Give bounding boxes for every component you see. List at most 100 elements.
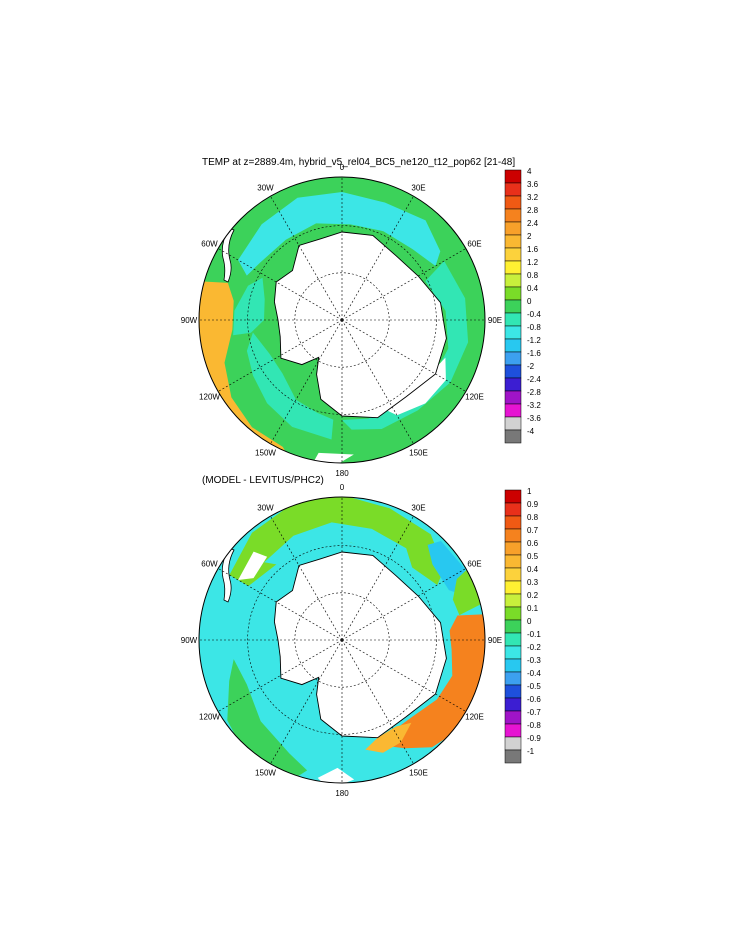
colorbar-label: 0.7 <box>527 526 539 535</box>
ocean-temp-green <box>199 177 485 463</box>
colorbar-label: -0.7 <box>527 708 541 717</box>
meridian-line <box>218 568 343 641</box>
colorbar-swatch <box>504 416 522 431</box>
ocean-temp-warm-pacific <box>199 281 291 461</box>
colorbar-label: 0 <box>527 617 532 626</box>
panel-1-map: 0 30E 60E 90E 120E 150E 180 150W 120W 90W 60W 30W 4 3… <box>181 163 542 478</box>
lon-label-30w: 30W <box>257 504 274 513</box>
map-border <box>198 496 486 784</box>
anomaly-positive-orange <box>380 614 485 749</box>
colorbar-swatch <box>504 606 522 621</box>
colorbar-swatch <box>504 325 522 340</box>
lon-label-150w: 150W <box>255 449 276 458</box>
colorbar-swatch <box>504 338 522 353</box>
meridian-line <box>270 196 343 321</box>
colorbar-swatch <box>504 351 522 366</box>
ocean-temp-cool-band <box>342 261 469 430</box>
meridian-line <box>341 319 466 392</box>
colorbar-swatch <box>504 593 522 608</box>
colorbar-label: 0.3 <box>527 578 539 587</box>
colorbar-swatch <box>504 403 522 418</box>
lon-label-60e: 60E <box>467 240 481 249</box>
lon-label-60e: 60E <box>467 560 481 569</box>
latitude-circle <box>247 545 437 735</box>
colorbar-label: -2.8 <box>527 388 541 397</box>
colorbar-swatch <box>504 247 522 262</box>
colorbar-swatch <box>504 554 522 569</box>
missing-data-white <box>317 767 355 783</box>
meridian-line <box>270 319 343 444</box>
anomaly-blue-indian <box>427 541 465 596</box>
meridian-line <box>218 248 343 321</box>
meridian-line <box>341 568 466 641</box>
meridian-line <box>270 516 343 641</box>
lon-label-120w: 120W <box>199 713 220 722</box>
colorbar-swatch <box>504 489 522 504</box>
colorbar-label: -0.2 <box>527 643 541 652</box>
colorbar-label: 4 <box>527 167 532 176</box>
colorbar-label: -0.6 <box>527 695 541 704</box>
anomaly-cyan-inner <box>264 522 413 570</box>
meridian-line <box>270 639 343 764</box>
colorbar-label: -0.3 <box>527 656 541 665</box>
colorbar-swatch <box>504 671 522 686</box>
colorbar-swatch <box>504 234 522 249</box>
colorbar-swatch <box>504 541 522 556</box>
colorbar-label: 3.6 <box>527 180 539 189</box>
colorbar-label: -1.6 <box>527 349 541 358</box>
colorbar-label: 2 <box>527 232 532 241</box>
colorbar-label: -0.9 <box>527 734 541 743</box>
colorbar-label: 0 <box>527 297 532 306</box>
colorbar-label: -1 <box>527 747 535 756</box>
south-america-coast <box>221 547 235 603</box>
missing-data-white <box>238 551 268 580</box>
latitude-circle <box>294 272 390 368</box>
lon-label-90w: 90W <box>181 316 198 325</box>
colorbar-swatch <box>504 299 522 314</box>
colorbar-swatch <box>504 429 522 444</box>
colorbar-label: -0.1 <box>527 630 541 639</box>
colorbar-swatch <box>504 502 522 517</box>
colorbar-swatch <box>504 221 522 236</box>
panel-2-map: 0 30E 60E 90E 120E 150E 180 150W 120W 90W 60W 30W 1 0… <box>181 483 542 798</box>
meridian-line <box>341 639 466 712</box>
colorbar-label: -1.2 <box>527 336 541 345</box>
meridian-line <box>341 516 414 641</box>
colorbar-label: 0.8 <box>527 513 539 522</box>
colorbar-swatch <box>504 567 522 582</box>
colorbar-label: 0.6 <box>527 539 539 548</box>
colorbar-swatch <box>504 377 522 392</box>
lon-label-120e: 120E <box>465 393 484 402</box>
colorbar-label: 1 <box>527 487 532 496</box>
lon-label-120w: 120W <box>199 393 220 402</box>
anomaly-green-east <box>452 565 485 616</box>
lon-label-30e: 30E <box>411 184 425 193</box>
colorbar-label: 0.8 <box>527 271 539 280</box>
anomaly-positive-yellow <box>365 722 412 753</box>
colorbar-swatch <box>504 710 522 725</box>
meridian-line <box>341 248 466 321</box>
colorbar-swatch <box>504 312 522 327</box>
lon-label-60w: 60W <box>201 560 218 569</box>
colorbar-label: 0.1 <box>527 604 539 613</box>
panel-1-title: TEMP at z=2889.4m, hybrid_v5_rel04_BC5_n… <box>202 157 516 168</box>
latitude-circle <box>294 592 390 688</box>
meridian-line <box>341 639 414 764</box>
colorbar-swatch <box>504 195 522 210</box>
colorbar-label: 2.4 <box>527 219 539 228</box>
lon-label-30e: 30E <box>411 504 425 513</box>
anomaly-base-cyan <box>199 497 485 783</box>
lon-label-150e: 150E <box>409 769 428 778</box>
colorbar-swatch <box>504 632 522 647</box>
colorbar-swatch <box>504 169 522 184</box>
colorbar-swatch <box>504 182 522 197</box>
missing-data-white <box>310 452 354 463</box>
lon-label-30w: 30W <box>257 184 274 193</box>
meridian-line <box>341 319 414 444</box>
colorbar-label: -0.8 <box>527 323 541 332</box>
map-border <box>198 176 486 464</box>
colorbar-swatch <box>504 273 522 288</box>
meridian-line <box>218 319 343 392</box>
colorbar-swatch <box>504 723 522 738</box>
colorbar-label: 0.4 <box>527 565 539 574</box>
